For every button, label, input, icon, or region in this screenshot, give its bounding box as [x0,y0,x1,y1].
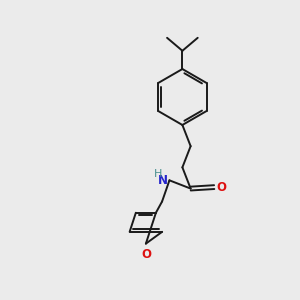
Text: H: H [154,169,162,179]
Text: N: N [158,174,168,187]
Text: O: O [216,181,226,194]
Text: O: O [141,248,151,261]
